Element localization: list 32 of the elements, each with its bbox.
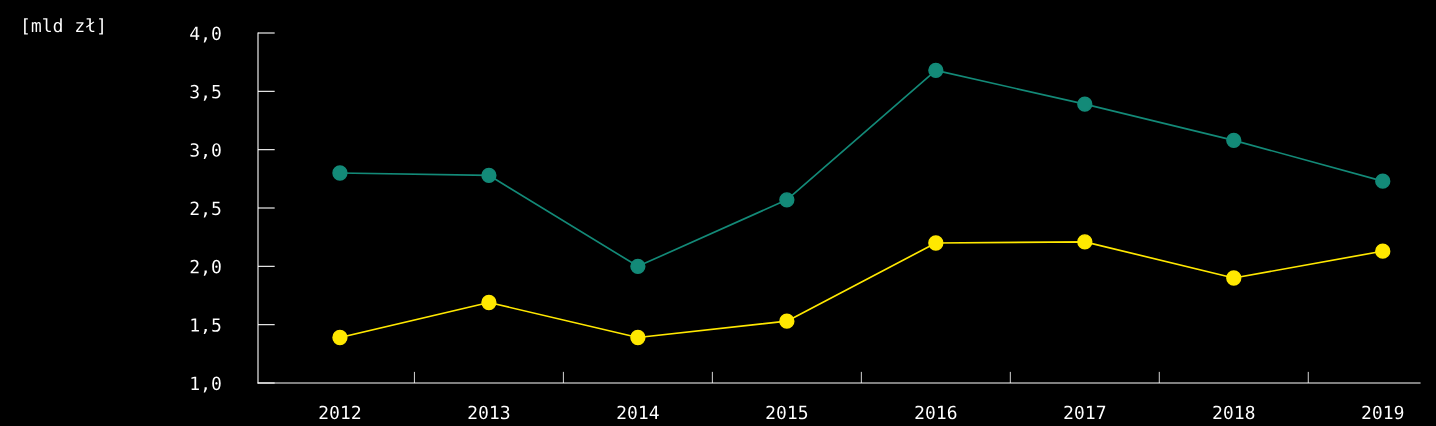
x-tick-label: 2015 xyxy=(766,405,808,420)
point xyxy=(1077,96,1093,112)
x-tick-label: 2013 xyxy=(468,405,510,420)
y-tick-label: 3,0 xyxy=(190,143,221,160)
x-tick-label: 2016 xyxy=(915,405,957,420)
x-tick-label: 2014 xyxy=(617,405,659,420)
y-tick-label: 4,0 xyxy=(190,26,221,43)
y-axis-title: [mld zł] xyxy=(24,18,103,35)
point xyxy=(928,235,944,251)
point xyxy=(779,313,795,329)
point xyxy=(630,258,646,274)
point xyxy=(1077,234,1093,250)
x-tick-label: 2012 xyxy=(319,405,361,420)
point xyxy=(1375,243,1391,259)
y-tick-label: 2,0 xyxy=(190,259,221,276)
y-tick-label: 2,5 xyxy=(190,201,221,218)
y-tick-label: 3,5 xyxy=(190,84,221,101)
point xyxy=(1226,132,1242,148)
point xyxy=(481,167,497,183)
point xyxy=(779,192,795,208)
point xyxy=(481,294,497,311)
point xyxy=(332,329,348,346)
x-tick-label: 2018 xyxy=(1213,405,1255,420)
x-tick-label: 2019 xyxy=(1362,405,1404,420)
point xyxy=(1375,173,1391,189)
point xyxy=(928,62,944,78)
point xyxy=(630,329,646,346)
point xyxy=(1226,270,1242,286)
y-tick-label: 1,0 xyxy=(191,376,221,393)
y-tick-label: 1,5 xyxy=(191,318,221,335)
point xyxy=(332,165,348,181)
x-tick-label: 2017 xyxy=(1064,405,1106,420)
